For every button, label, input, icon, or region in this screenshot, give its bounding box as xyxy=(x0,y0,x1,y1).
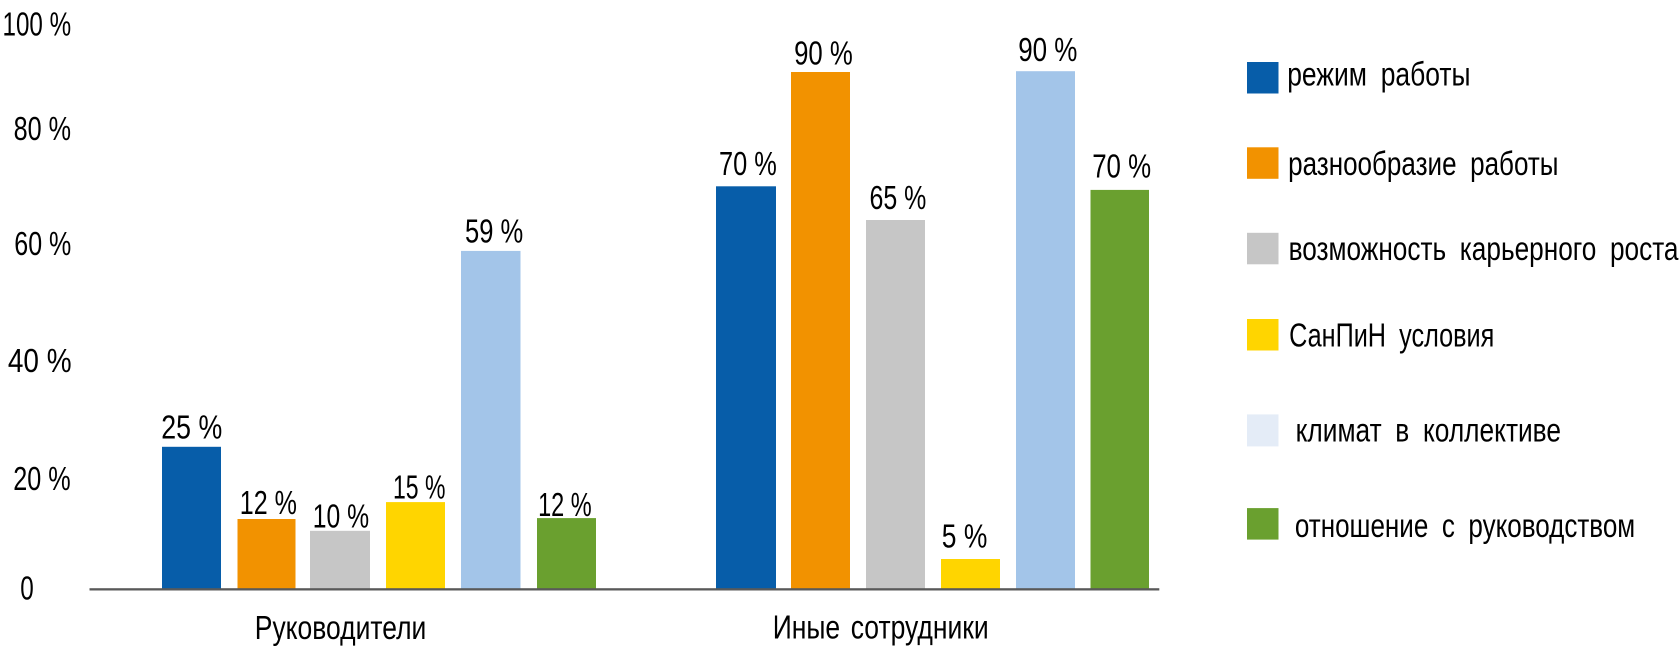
svg-text:40 %: 40 % xyxy=(8,342,72,379)
svg-text:12 %: 12 % xyxy=(240,484,297,521)
svg-text:режим работы: режим работы xyxy=(1287,56,1470,93)
svg-text:0: 0 xyxy=(20,570,34,607)
svg-text:разнообразие работы: разнообразие работы xyxy=(1288,145,1558,182)
svg-text:65 %: 65 % xyxy=(870,179,927,216)
svg-text:СанПиН условия: СанПиН условия xyxy=(1289,316,1494,353)
svg-text:возможность карьерного роста: возможность карьерного роста xyxy=(1289,230,1679,267)
svg-text:климат в коллективе: климат в коллективе xyxy=(1296,411,1561,448)
svg-text:70 %: 70 % xyxy=(719,145,777,182)
svg-text:20 %: 20 % xyxy=(13,460,70,497)
svg-text:90 %: 90 % xyxy=(794,35,853,72)
svg-text:Иные сотрудники: Иные сотрудники xyxy=(773,609,989,646)
svg-text:80 %: 80 % xyxy=(14,110,71,147)
svg-text:60 %: 60 % xyxy=(14,225,71,262)
svg-text:5 %: 5 % xyxy=(942,518,988,555)
svg-text:отношение с руководством: отношение с руководством xyxy=(1295,507,1635,544)
svg-text:Руководители: Руководители xyxy=(255,609,426,646)
svg-text:12 %: 12 % xyxy=(538,486,592,523)
svg-text:100 %: 100 % xyxy=(3,5,72,42)
svg-text:10 %: 10 % xyxy=(313,497,369,534)
svg-text:59 %: 59 % xyxy=(465,213,523,250)
svg-text:25 %: 25 % xyxy=(161,409,222,446)
svg-text:15 %: 15 % xyxy=(393,469,445,506)
svg-text:70 %: 70 % xyxy=(1092,148,1151,185)
svg-text:90 %: 90 % xyxy=(1018,31,1077,68)
